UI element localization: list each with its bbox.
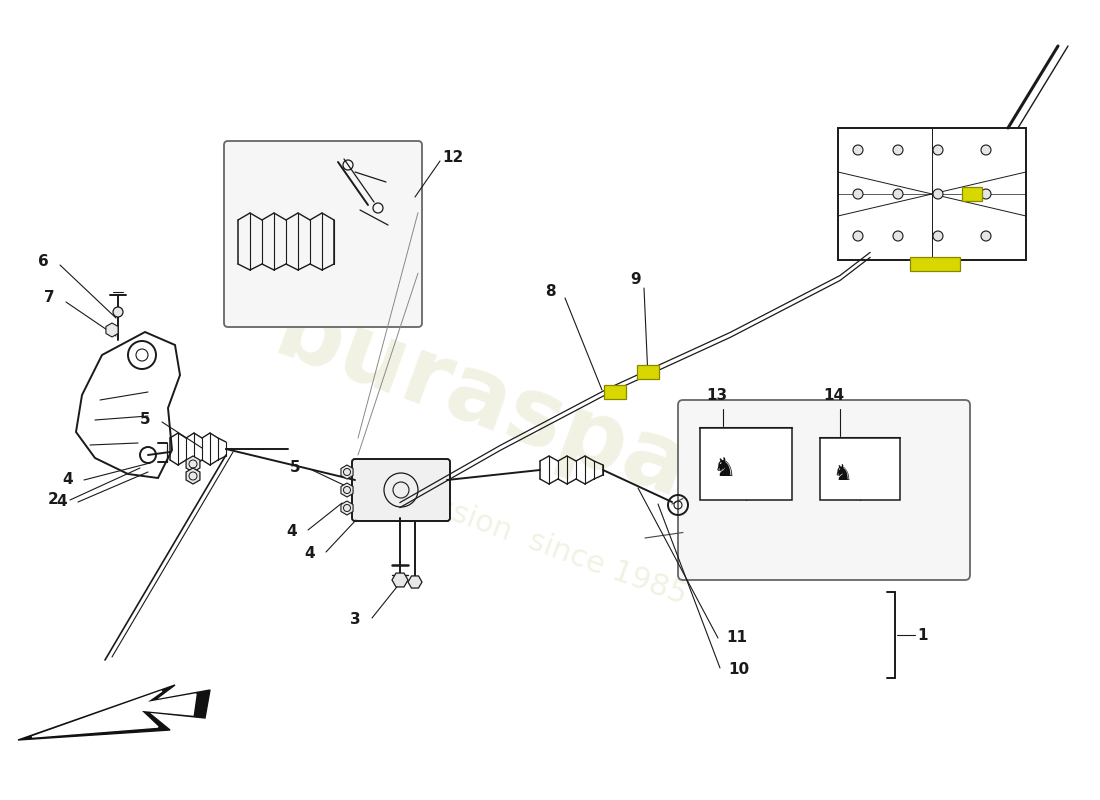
Text: 13: 13 [706,387,727,402]
Text: 11: 11 [726,630,747,646]
Circle shape [981,189,991,199]
Text: 4: 4 [56,494,67,510]
Circle shape [933,145,943,155]
Text: 4: 4 [62,473,73,487]
Polygon shape [341,483,353,497]
Circle shape [893,231,903,241]
Polygon shape [18,685,210,740]
Text: ♞: ♞ [832,464,852,484]
Text: 9: 9 [630,273,640,287]
Text: 10: 10 [728,662,749,678]
Polygon shape [341,501,353,515]
Text: 5: 5 [290,461,300,475]
Circle shape [933,189,943,199]
Text: 14: 14 [824,387,845,402]
FancyBboxPatch shape [678,400,970,580]
Text: 8: 8 [544,283,556,298]
Circle shape [981,231,991,241]
Text: 6: 6 [39,254,48,270]
Polygon shape [186,456,200,472]
Text: 2: 2 [48,493,58,507]
Polygon shape [341,465,353,479]
Bar [910,257,960,271]
FancyBboxPatch shape [224,141,422,327]
Circle shape [893,189,903,199]
Circle shape [113,307,123,317]
Text: 3: 3 [350,613,361,627]
Polygon shape [392,573,408,587]
Bar [637,365,659,379]
Bar [700,428,792,500]
Text: ♞: ♞ [713,456,737,482]
Polygon shape [32,691,196,737]
Text: 5: 5 [140,413,151,427]
Bar [838,128,1026,260]
Circle shape [852,231,864,241]
Circle shape [893,145,903,155]
Circle shape [981,145,991,155]
Polygon shape [186,468,200,484]
Circle shape [933,231,943,241]
Text: 1: 1 [917,627,927,642]
Text: a passion  since 1985: a passion since 1985 [370,470,691,610]
Bar [820,438,900,500]
Circle shape [852,145,864,155]
Text: 4: 4 [286,525,297,539]
Circle shape [852,189,864,199]
Text: 4: 4 [304,546,315,562]
FancyBboxPatch shape [352,459,450,521]
Bar [962,187,982,201]
Bar [604,385,626,399]
Text: 12: 12 [442,150,463,165]
Text: 7: 7 [44,290,55,306]
Text: buraspares: buraspares [263,284,858,576]
Polygon shape [106,323,118,337]
Polygon shape [408,576,422,588]
